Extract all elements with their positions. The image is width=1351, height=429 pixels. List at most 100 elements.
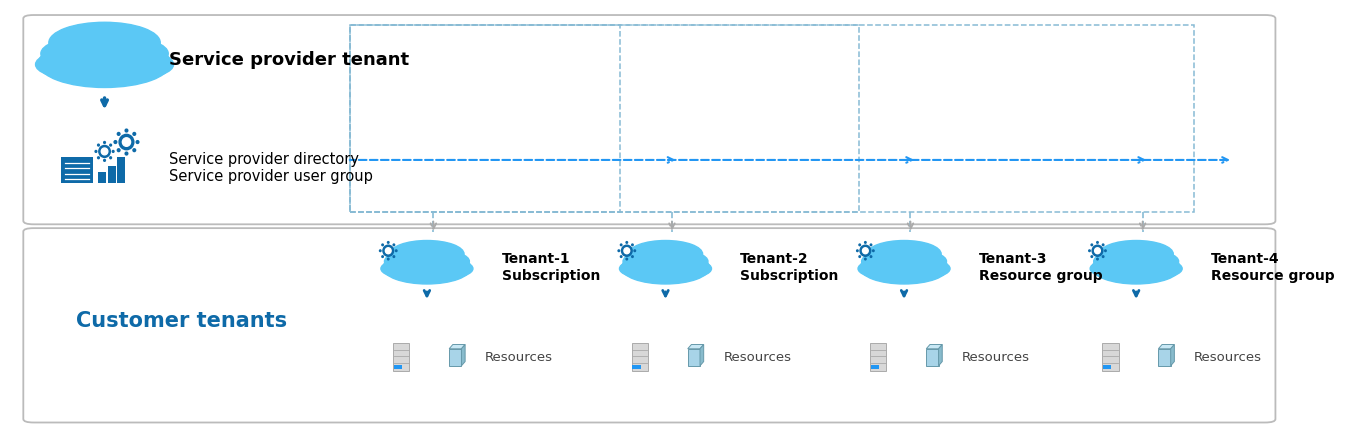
Ellipse shape <box>871 249 875 252</box>
FancyBboxPatch shape <box>870 344 886 371</box>
Ellipse shape <box>898 259 950 278</box>
Ellipse shape <box>35 50 112 79</box>
Ellipse shape <box>1096 257 1098 260</box>
Ellipse shape <box>631 243 634 246</box>
Ellipse shape <box>41 37 131 70</box>
Ellipse shape <box>870 255 873 258</box>
Ellipse shape <box>631 255 634 258</box>
Ellipse shape <box>1094 250 1154 272</box>
Ellipse shape <box>647 250 708 272</box>
Ellipse shape <box>624 248 630 254</box>
Ellipse shape <box>626 257 628 260</box>
Ellipse shape <box>113 140 118 144</box>
Ellipse shape <box>97 143 100 147</box>
Polygon shape <box>939 344 942 366</box>
Ellipse shape <box>1088 249 1092 252</box>
Ellipse shape <box>112 150 115 153</box>
FancyBboxPatch shape <box>631 344 648 371</box>
Ellipse shape <box>95 150 97 153</box>
Text: Service provider directory: Service provider directory <box>169 152 359 167</box>
Ellipse shape <box>862 248 869 254</box>
FancyBboxPatch shape <box>927 349 939 366</box>
Ellipse shape <box>1092 251 1181 284</box>
Ellipse shape <box>116 132 120 136</box>
Ellipse shape <box>409 250 469 272</box>
Ellipse shape <box>862 250 921 272</box>
Ellipse shape <box>634 249 636 252</box>
FancyBboxPatch shape <box>393 344 409 371</box>
Ellipse shape <box>135 140 139 144</box>
Text: Tenant-4: Tenant-4 <box>1210 252 1279 266</box>
Text: Customer tenants: Customer tenants <box>77 311 288 331</box>
Bar <box>1113 261 1159 272</box>
Ellipse shape <box>1101 243 1105 246</box>
Ellipse shape <box>861 251 948 284</box>
Ellipse shape <box>381 259 432 278</box>
Ellipse shape <box>1090 259 1142 278</box>
Text: Subscription: Subscription <box>501 269 600 283</box>
Ellipse shape <box>626 241 628 244</box>
Ellipse shape <box>109 143 112 147</box>
Polygon shape <box>462 344 465 366</box>
Ellipse shape <box>97 156 100 160</box>
Ellipse shape <box>858 243 861 246</box>
Polygon shape <box>1171 344 1174 366</box>
Ellipse shape <box>132 132 136 136</box>
Ellipse shape <box>1090 255 1093 258</box>
Ellipse shape <box>1098 241 1173 268</box>
Ellipse shape <box>858 255 861 258</box>
Ellipse shape <box>386 241 389 244</box>
Ellipse shape <box>378 249 382 252</box>
Ellipse shape <box>617 249 620 252</box>
Bar <box>118 157 126 182</box>
Ellipse shape <box>863 241 867 244</box>
Ellipse shape <box>109 156 112 160</box>
Ellipse shape <box>97 50 173 79</box>
Ellipse shape <box>103 141 107 144</box>
Ellipse shape <box>394 249 397 252</box>
Ellipse shape <box>381 243 384 246</box>
Ellipse shape <box>99 145 111 157</box>
Ellipse shape <box>124 128 128 133</box>
Ellipse shape <box>857 249 859 252</box>
Ellipse shape <box>49 22 161 63</box>
Bar <box>632 365 640 369</box>
Ellipse shape <box>1094 248 1100 254</box>
Bar <box>393 365 403 369</box>
Ellipse shape <box>390 241 463 268</box>
Text: Resources: Resources <box>485 351 553 364</box>
Text: Tenant-3: Tenant-3 <box>979 252 1047 266</box>
Ellipse shape <box>382 245 393 256</box>
Ellipse shape <box>382 251 471 284</box>
Ellipse shape <box>1096 241 1098 244</box>
Ellipse shape <box>119 134 134 150</box>
Bar <box>99 172 107 182</box>
Bar <box>871 365 880 369</box>
Text: Resources: Resources <box>1194 351 1262 364</box>
Bar <box>1102 365 1111 369</box>
FancyBboxPatch shape <box>1102 344 1119 371</box>
Ellipse shape <box>101 148 108 155</box>
Ellipse shape <box>621 251 709 284</box>
Text: Resource group: Resource group <box>1210 269 1335 283</box>
Ellipse shape <box>78 37 169 70</box>
Ellipse shape <box>392 243 396 246</box>
Ellipse shape <box>620 255 623 258</box>
Ellipse shape <box>386 257 389 260</box>
Text: Tenant-1: Tenant-1 <box>501 252 570 266</box>
Ellipse shape <box>623 250 684 272</box>
Bar <box>70 54 138 69</box>
Ellipse shape <box>1119 250 1178 272</box>
Ellipse shape <box>116 148 120 152</box>
FancyBboxPatch shape <box>23 15 1275 224</box>
Text: Service provider user group: Service provider user group <box>169 169 373 184</box>
Ellipse shape <box>621 245 632 256</box>
Bar <box>881 261 927 272</box>
Text: Subscription: Subscription <box>740 269 839 283</box>
Ellipse shape <box>422 259 473 278</box>
Text: Resources: Resources <box>962 351 1029 364</box>
Ellipse shape <box>103 159 107 162</box>
Ellipse shape <box>861 245 870 256</box>
Ellipse shape <box>1090 243 1093 246</box>
Ellipse shape <box>661 259 712 278</box>
